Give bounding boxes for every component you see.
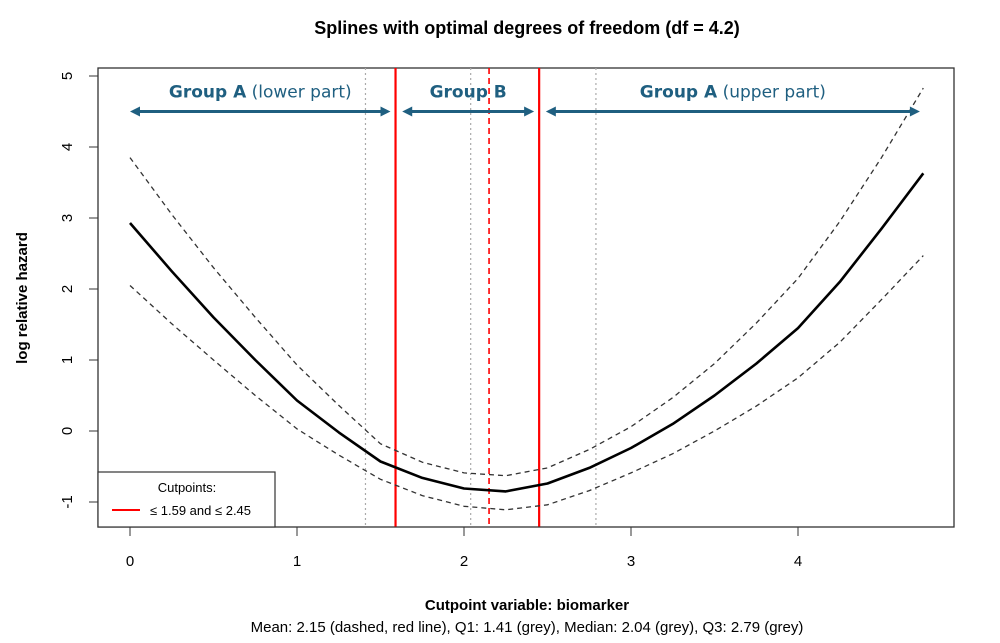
group-label-bold: Group A <box>640 83 718 103</box>
chart-title: Splines with optimal degrees of freedom … <box>314 18 740 38</box>
group-label: Group A (lower part) <box>169 83 352 103</box>
group-label-bold: Group B <box>430 83 507 103</box>
group-label-bold: Group A <box>169 83 247 103</box>
legend: Cutpoints: ≤ 1.59 and ≤ 2.45 <box>97 471 276 528</box>
arrow-left-icon <box>402 106 413 117</box>
y-tick-label: 0 <box>59 427 76 435</box>
y-axis-label: log relative hazard <box>14 232 31 364</box>
y-tick-label: 5 <box>59 72 76 80</box>
arrow-right-icon <box>909 106 920 117</box>
x-tick-label: 1 <box>293 553 301 570</box>
x-tick-label: 4 <box>794 553 802 570</box>
y-tick-label: 4 <box>59 143 76 151</box>
group-label: Group B <box>430 83 507 103</box>
legend-label: ≤ 1.59 and ≤ 2.45 <box>150 503 251 518</box>
legend-title: Cutpoints: <box>158 480 217 495</box>
y-tick-label: 3 <box>59 214 76 222</box>
group-label: Group A (upper part) <box>640 83 826 103</box>
spline-estimate-line <box>129 172 925 493</box>
x-tick-label: 2 <box>460 553 468 570</box>
group-label-note: (upper part) <box>717 83 826 103</box>
y-tick-label: -1 <box>59 495 76 508</box>
x-tick-label: 0 <box>126 553 134 570</box>
arrow-right-icon <box>524 106 535 117</box>
group-label-note: (lower part) <box>246 83 351 103</box>
y-tick-label: 1 <box>59 356 76 364</box>
lower-ci-line <box>129 255 924 511</box>
legend-box <box>97 471 276 528</box>
x-tick-label: 3 <box>627 553 635 570</box>
arrow-left-icon <box>130 106 140 117</box>
upper-ci-line <box>129 87 924 477</box>
x-axis-label: Cutpoint variable: biomarker <box>425 597 629 614</box>
arrow-left-icon <box>545 106 556 117</box>
y-tick-label: 2 <box>59 285 76 293</box>
arrow-right-icon <box>380 106 391 117</box>
chart-subtitle: Mean: 2.15 (dashed, red line), Q1: 1.41 … <box>251 619 804 636</box>
